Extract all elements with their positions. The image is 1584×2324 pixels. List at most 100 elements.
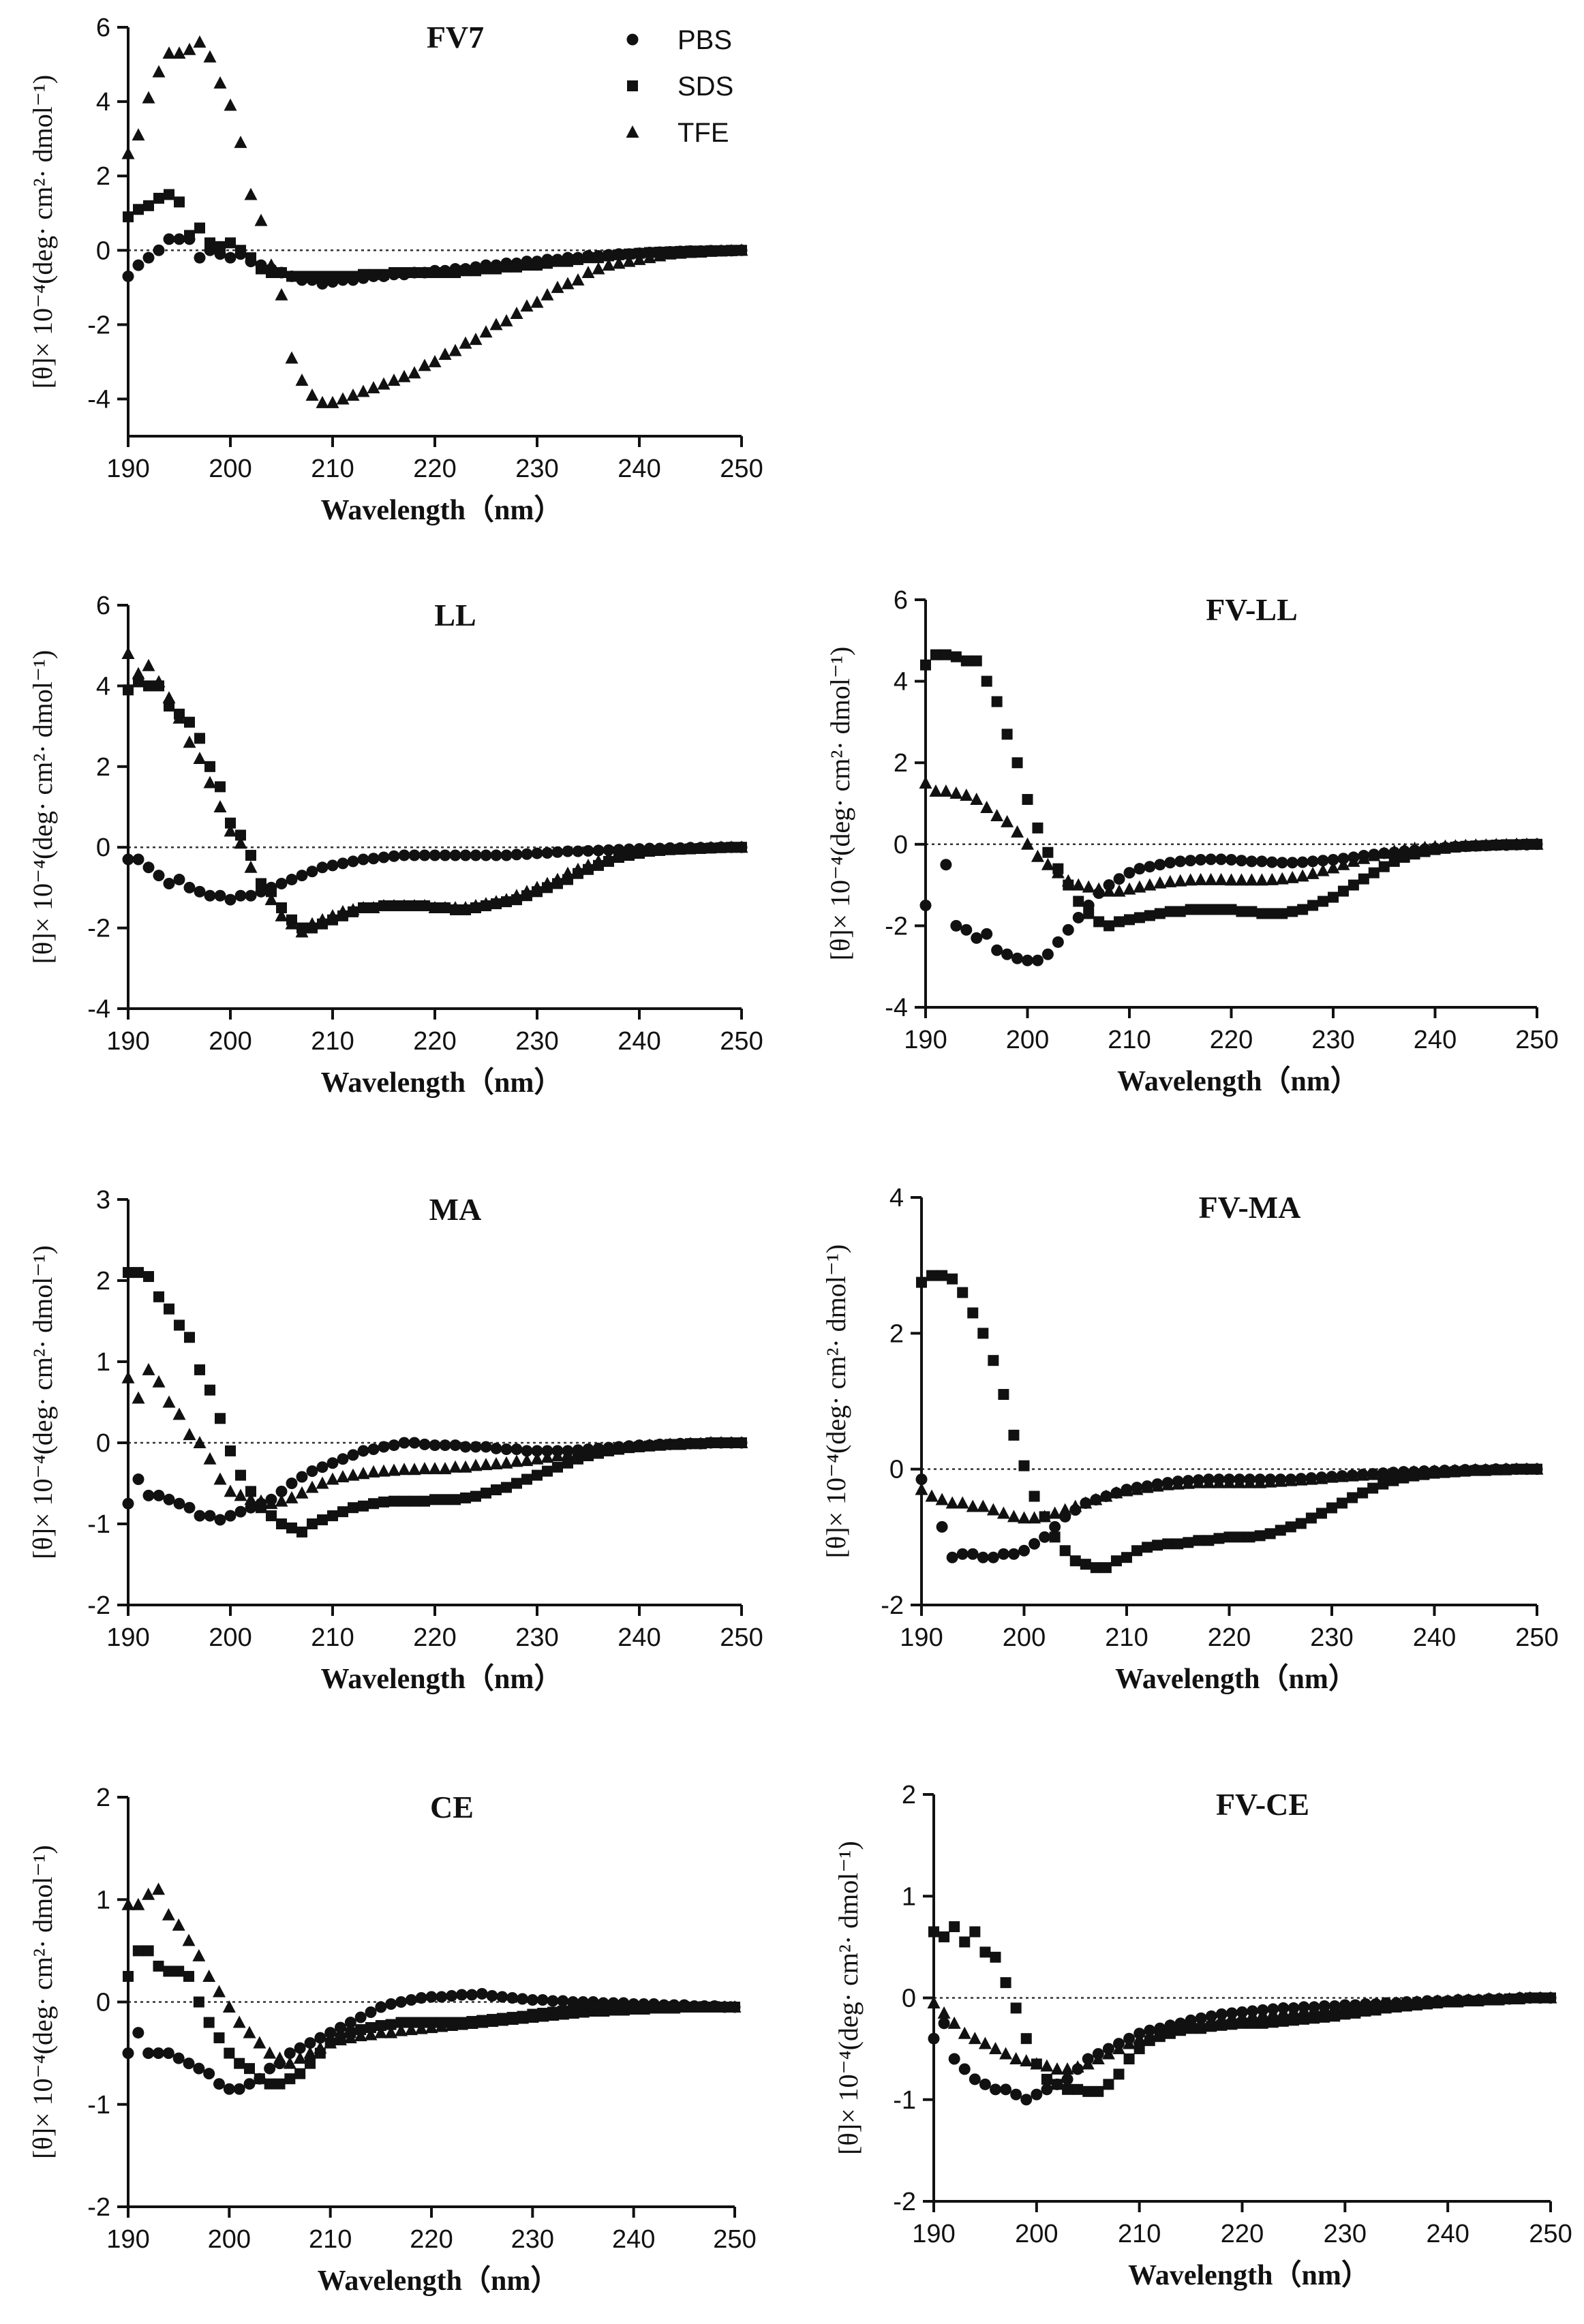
x-tick-label: 220	[1208, 1623, 1251, 1652]
data-point-pbs	[122, 853, 134, 866]
data-point-tfe	[561, 1447, 575, 1460]
data-point-tfe	[285, 1490, 299, 1503]
data-point-tfe	[1499, 1462, 1513, 1475]
data-point-tfe	[1347, 854, 1360, 867]
data-point-tfe	[162, 691, 176, 704]
data-point-tfe	[1482, 1991, 1495, 2004]
data-point-tfe	[346, 1468, 360, 1481]
data-point-tfe	[344, 2031, 357, 2044]
data-point-tfe	[1306, 866, 1320, 879]
data-point-tfe	[1366, 1467, 1380, 1480]
y-tick-label: -2	[87, 311, 110, 339]
data-point-tfe	[244, 187, 258, 200]
data-point-tfe	[1171, 1477, 1185, 1490]
data-point-sds	[1195, 904, 1206, 915]
data-point-tfe	[728, 2000, 742, 2013]
data-point-tfe	[592, 1442, 605, 1455]
data-point-sds	[1266, 908, 1278, 919]
data-point-pbs	[521, 848, 533, 860]
data-point-tfe	[203, 776, 217, 789]
data-point-tfe	[1397, 1465, 1410, 1478]
data-point-sds	[133, 204, 144, 215]
data-point-tfe	[397, 1463, 411, 1476]
data-point-sds	[153, 1291, 164, 1302]
data-point-tfe	[336, 1469, 350, 1482]
data-point-tfe	[121, 1371, 135, 1383]
data-point-pbs	[1205, 853, 1217, 866]
data-point-tfe	[500, 314, 513, 326]
data-point-tfe	[213, 76, 227, 89]
data-point-tfe	[530, 295, 544, 308]
data-point-sds	[1337, 1497, 1348, 1509]
data-point-sds	[1052, 2079, 1063, 2090]
data-point-sds	[969, 1926, 981, 1938]
data-point-pbs	[405, 1993, 417, 2006]
data-point-tfe	[725, 1436, 738, 1448]
data-point-tfe	[1520, 837, 1534, 850]
data-point-tfe	[384, 2025, 398, 2038]
data-point-pbs	[286, 1478, 298, 1489]
data-point-tfe	[1255, 873, 1268, 886]
data-point-pbs	[375, 2001, 387, 2013]
data-point-tfe	[489, 1456, 503, 1469]
data-point-sds	[949, 1921, 960, 1933]
data-point-pbs	[940, 859, 952, 871]
data-point-sds	[470, 1490, 481, 1502]
data-point-pbs	[1041, 948, 1054, 960]
data-point-pbs	[183, 1501, 196, 1514]
data-point-tfe	[1181, 1476, 1195, 1489]
data-point-sds	[1073, 896, 1084, 907]
legend-marker-tfe	[626, 125, 639, 138]
x-tick-label: 210	[311, 1027, 354, 1056]
data-point-tfe	[1110, 1486, 1123, 1499]
data-point-pbs	[511, 848, 523, 861]
data-point-sds	[1103, 920, 1115, 932]
data-point-tfe	[1256, 2007, 1270, 2020]
data-point-pbs	[1327, 854, 1339, 866]
data-point-pbs	[429, 1439, 441, 1452]
y-tick-label: 0	[96, 1429, 110, 1458]
series-sds	[916, 1270, 1542, 1574]
data-point-sds	[1090, 1562, 1101, 1574]
data-point-sds	[542, 1465, 553, 1477]
data-point-pbs	[245, 889, 257, 902]
data-point-tfe	[1448, 1463, 1462, 1476]
data-point-sds	[1367, 1482, 1379, 1494]
data-point-sds	[193, 1996, 204, 2008]
data-point-tfe	[1493, 1991, 1506, 2004]
data-point-pbs	[234, 889, 247, 902]
data-point-pbs	[490, 1442, 502, 1454]
x-tick-label: 240	[618, 1027, 660, 1056]
data-point-tfe	[571, 273, 585, 286]
data-point-tfe	[263, 2046, 277, 2059]
data-point-sds	[960, 655, 972, 667]
data-point-sds	[1162, 1538, 1174, 1550]
data-point-tfe	[546, 2008, 560, 2021]
data-point-pbs	[1011, 952, 1024, 964]
data-point-tfe	[1038, 1510, 1052, 1523]
data-point-pbs	[344, 2017, 356, 2029]
data-point-sds	[926, 1270, 938, 1281]
data-point-tfe	[643, 843, 656, 856]
data-point-tfe	[561, 277, 575, 290]
data-point-tfe	[939, 784, 953, 797]
data-point-sds	[1244, 1531, 1255, 1543]
data-point-tfe	[627, 2002, 641, 2015]
data-point-tfe	[510, 1454, 523, 1467]
data-point-pbs	[1022, 954, 1033, 966]
data-point-pbs	[264, 2062, 276, 2075]
data-point-pbs	[357, 853, 369, 866]
data-point-tfe	[1459, 1463, 1472, 1476]
data-point-tfe	[520, 885, 534, 898]
data-point-tfe	[500, 1456, 513, 1469]
data-point-tfe	[326, 395, 339, 408]
data-point-pbs	[541, 846, 553, 859]
data-point-tfe	[418, 1462, 431, 1475]
data-point-tfe	[1326, 861, 1340, 874]
data-point-pbs	[214, 889, 226, 902]
data-point-sds	[1042, 846, 1054, 858]
data-point-tfe	[1367, 848, 1381, 861]
data-point-pbs	[490, 849, 502, 861]
data-point-tfe	[183, 735, 196, 748]
data-point-tfe	[667, 2001, 681, 2014]
